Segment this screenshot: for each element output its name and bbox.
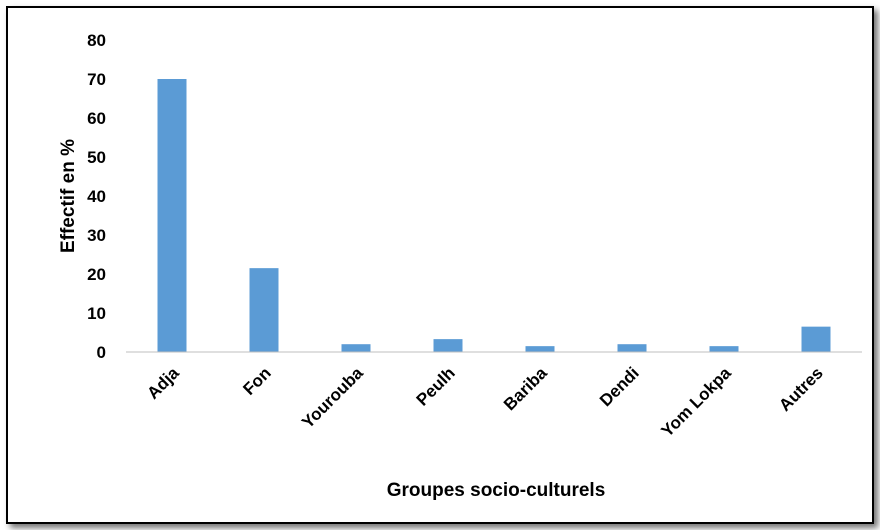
x-axis-title: Groupes socio-culturels	[387, 480, 606, 501]
x-tick-label: Bariba	[500, 363, 551, 414]
y-tick-labels: 0 10 20 30 40 50 60 70 80	[87, 31, 106, 362]
bar-dendi	[618, 344, 647, 352]
y-tick-label: 20	[87, 265, 106, 284]
y-tick-label: 30	[87, 226, 106, 245]
bars-group	[158, 79, 831, 352]
x-tick-label: Fon	[239, 363, 274, 398]
bar-peulh	[434, 339, 463, 352]
bar-adja	[158, 79, 187, 352]
y-tick-label: 10	[87, 304, 106, 323]
x-tick-label: Yom Lokpa	[657, 363, 735, 441]
y-tick-label: 50	[87, 148, 106, 167]
x-tick-label: Yourouba	[298, 363, 367, 432]
bar-yourouba	[342, 344, 371, 352]
x-tick-label: Peulh	[413, 363, 459, 409]
y-tick-label: 80	[87, 31, 106, 50]
y-tick-label: 70	[87, 70, 106, 89]
bar-yom-lokpa	[710, 346, 739, 352]
y-tick-label: 40	[87, 187, 106, 206]
bar-fon	[250, 268, 279, 352]
x-tick-labels: Adja Fon Yourouba Peulh Bariba Dendi Yom Lokpa…	[143, 363, 826, 441]
bar-bariba	[526, 346, 555, 352]
y-tick-label: 60	[87, 109, 106, 128]
y-tick-label: 0	[97, 343, 106, 362]
y-axis-title: Effectif en %	[58, 139, 79, 253]
x-tick-label: Autres	[775, 363, 827, 415]
x-tick-label: Adja	[143, 363, 183, 403]
bar-autres	[802, 327, 831, 352]
x-tick-label: Dendi	[596, 363, 643, 410]
